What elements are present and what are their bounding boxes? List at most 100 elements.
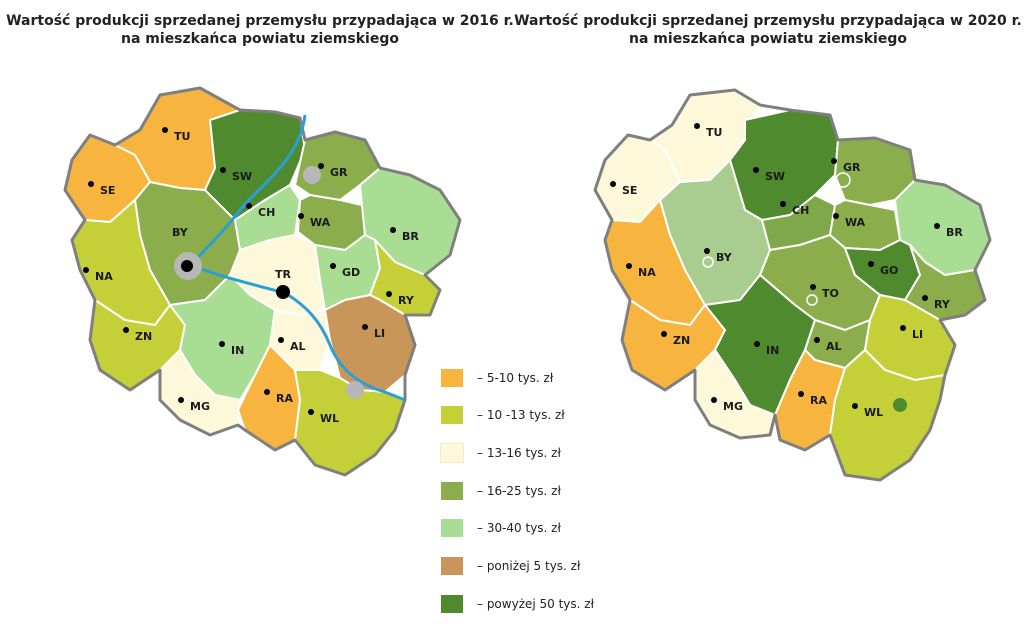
county-label-wa: WA bbox=[845, 216, 866, 229]
county-seat-dot-ch bbox=[246, 203, 252, 209]
map-title-2020: Wartość produkcji sprzedanej przemysłu p… bbox=[508, 12, 1024, 48]
county-seat-dot-ch bbox=[780, 201, 786, 207]
city-dot-bydgoszcz-2016 bbox=[181, 260, 193, 272]
city-area-grudziadz-2016 bbox=[303, 166, 321, 184]
county-label-in: IN bbox=[766, 344, 779, 357]
county-label-se: SE bbox=[622, 184, 637, 197]
county-label-ry: RY bbox=[934, 298, 951, 311]
legend-label: – 10 -13 tys. zł bbox=[477, 408, 565, 422]
legend-swatch bbox=[441, 519, 463, 537]
county-label-ch: CH bbox=[792, 204, 809, 217]
county-seat-dot-sw bbox=[753, 167, 759, 173]
city-dot-torun-2016 bbox=[276, 285, 290, 299]
city-ring-gr-2020 bbox=[835, 172, 851, 188]
county-label-ch: CH bbox=[258, 206, 275, 219]
voivodeship-border-2020 bbox=[593, 88, 992, 482]
county-seat-dot-mg bbox=[178, 397, 184, 403]
county-seat-dot-sw bbox=[220, 167, 226, 173]
county-seat-dot-go bbox=[868, 261, 874, 267]
county-label-ra: RA bbox=[276, 392, 293, 405]
county-label-gr: GR bbox=[843, 161, 861, 174]
legend-label: – powyżej 50 tys. zł bbox=[477, 597, 594, 611]
county-label-se: SE bbox=[100, 184, 115, 197]
county-label-li: LI bbox=[374, 327, 385, 340]
county-label-zn: ZN bbox=[135, 330, 152, 343]
county-seat-dot-by bbox=[704, 248, 710, 254]
county-label-to: TO bbox=[822, 287, 839, 300]
city-ring-to-2020 bbox=[806, 294, 818, 306]
legend-label: – 30-40 tys. zł bbox=[477, 521, 561, 535]
county-label-sw: SW bbox=[232, 170, 252, 183]
county-label-na: NA bbox=[95, 270, 113, 283]
county-seat-dot-al bbox=[278, 337, 284, 343]
county-seat-dot-na bbox=[626, 263, 632, 269]
county-label-tu: TU bbox=[174, 130, 190, 143]
county-label-by: BY bbox=[716, 251, 733, 264]
county-seat-dot-gd bbox=[330, 263, 336, 269]
legend-swatch bbox=[441, 595, 463, 613]
county-seat-dot-gr bbox=[318, 163, 324, 169]
legend-swatch bbox=[441, 482, 463, 500]
legend-item-1: – 10 -13 tys. zł bbox=[441, 405, 565, 425]
county-seat-dot-na bbox=[83, 267, 89, 273]
county-seat-dot-wa bbox=[833, 213, 839, 219]
county-label-al: AL bbox=[826, 340, 842, 353]
legend-swatch bbox=[441, 406, 463, 424]
county-label-sw: SW bbox=[765, 170, 785, 183]
county-seat-dot-tu bbox=[694, 123, 700, 129]
county-label-wl: WL bbox=[864, 406, 883, 419]
map-2020: TU SE SW GR BY CH WA BR NA TO GO RY ZN IN AL LI MG RA WL bbox=[593, 88, 992, 482]
county-seat-dot-ra bbox=[264, 389, 270, 395]
legend-label: – 5-10 tys. zł bbox=[477, 371, 554, 385]
county-seat-dot-wl bbox=[308, 409, 314, 415]
legend-swatch bbox=[441, 369, 463, 387]
county-label-wl: WL bbox=[320, 412, 339, 425]
county-label-tu: TU bbox=[706, 126, 722, 139]
county-label-ry: RY bbox=[398, 294, 415, 307]
county-label-ra: RA bbox=[810, 394, 827, 407]
legend-item-5: – poniżej 5 tys. zł bbox=[441, 556, 580, 576]
river-vistula-2016 bbox=[187, 114, 406, 402]
county-label-br: BR bbox=[402, 230, 419, 243]
county-label-mg: MG bbox=[190, 400, 210, 413]
legend-item-6: – powyżej 50 tys. zł bbox=[441, 594, 594, 614]
legend-item-3: – 16-25 tys. zł bbox=[441, 481, 561, 501]
county-seat-dot-se bbox=[610, 181, 616, 187]
map-title-2016-line2: na mieszkańca powiatu ziemskiego bbox=[121, 31, 399, 47]
county-seat-dot-in bbox=[219, 341, 225, 347]
county-seat-dot-to bbox=[810, 284, 816, 290]
county-seat-dot-zn bbox=[123, 327, 129, 333]
county-label-by: BY bbox=[172, 226, 189, 239]
county-seat-dot-in bbox=[754, 341, 760, 347]
county-label-gr: GR bbox=[330, 166, 348, 179]
legend-label: – poniżej 5 tys. zł bbox=[477, 559, 581, 573]
county-seat-dot-br bbox=[934, 223, 940, 229]
legend-swatch bbox=[441, 557, 463, 575]
legend-item-0: – 5-10 tys. zł bbox=[441, 368, 553, 388]
county-label-al: AL bbox=[290, 340, 306, 353]
legend-swatch bbox=[440, 443, 464, 463]
city-wl-2020 bbox=[893, 398, 907, 412]
county-seat-dot-wl bbox=[852, 403, 858, 409]
legend-item-4: – 30-40 tys. zł bbox=[441, 518, 561, 538]
county-label-in: IN bbox=[231, 344, 244, 357]
county-seat-dot-al bbox=[814, 337, 820, 343]
map-title-2020-line1: Wartość produkcji sprzedanej przemysłu p… bbox=[514, 13, 1022, 29]
county-seat-dot-se bbox=[88, 181, 94, 187]
county-label-li: LI bbox=[912, 328, 923, 341]
map-title-2020-line2: na mieszkańca powiatu ziemskiego bbox=[629, 31, 907, 47]
city-area-wloclawek-2016 bbox=[346, 381, 364, 399]
county-seat-dot-ry bbox=[922, 295, 928, 301]
county-seat-dot-ra bbox=[798, 391, 804, 397]
county-label-zn: ZN bbox=[673, 334, 690, 347]
county-seat-dot-gr bbox=[831, 158, 837, 164]
legend-label: – 16-25 tys. zł bbox=[477, 484, 561, 498]
county-seat-dot-zn bbox=[661, 331, 667, 337]
county-label-na: NA bbox=[638, 266, 656, 279]
legend-item-2: – 13-16 tys. zł bbox=[440, 443, 561, 463]
county-label-go: GO bbox=[880, 264, 898, 277]
legend-label: – 13-16 tys. zł bbox=[477, 446, 561, 460]
county-label-gd: GD bbox=[342, 266, 360, 279]
county-seat-dot-br bbox=[390, 227, 396, 233]
